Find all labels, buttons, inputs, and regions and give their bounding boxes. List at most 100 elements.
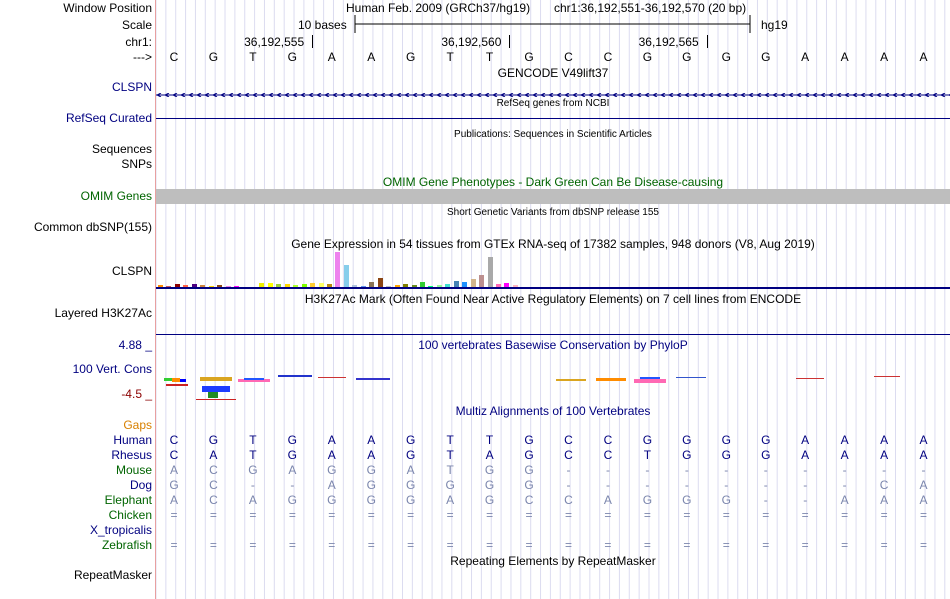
alignment-base: G [761,433,771,447]
alignment-base: = [367,538,375,552]
track-label-omim[interactable]: OMIM Genes [80,189,152,203]
gtex-tissue-bar[interactable] [462,282,468,287]
gtex-tissue-bar[interactable] [377,278,383,287]
gtex-tissue-bar[interactable] [293,285,299,287]
gtex-tissue-bar[interactable] [191,284,197,287]
gtex-tissue-bar[interactable] [470,279,476,287]
dna-base: A [919,50,928,64]
gtex-tissue-bar[interactable] [512,285,518,287]
species-label[interactable]: Dog [129,478,152,492]
multiz-track-title[interactable]: Multiz Alignments of 100 Vertebrates [455,404,651,418]
track-label-dbsnp[interactable]: Common dbSNP(155) [33,220,152,234]
species-label[interactable]: X_tropicalis [89,523,152,537]
gtex-tissue-bar[interactable] [225,286,231,287]
alignment-base: G [524,433,534,447]
species-label[interactable]: Chicken [108,508,152,522]
gtex-tissue-bar[interactable] [327,284,332,287]
gtex-tissue-bar[interactable] [453,281,459,287]
gencode-gene-feature[interactable] [156,86,950,97]
gtex-tissue-bar[interactable] [487,257,493,287]
dbsnp-track-title[interactable]: Short Genetic Variants from dbSNP releas… [447,207,659,218]
track-label-repeatmasker[interactable]: RepeatMasker [73,568,152,582]
species-label[interactable]: Elephant [104,493,152,507]
gtex-tissue-bar[interactable] [394,285,400,287]
gtex-tissue-bar[interactable] [166,286,172,287]
gtex-tissue-bar[interactable] [479,275,485,287]
gtex-tissue-bar[interactable] [174,284,180,287]
gtex-tissue-bar[interactable] [310,283,316,287]
publications-track-title[interactable]: Publications: Sequences in Scientific Ar… [454,129,652,140]
gtex-tissue-bar[interactable] [436,285,442,287]
repeatmasker-track-title[interactable]: Repeating Elements by RepeatMasker [450,554,656,568]
gtex-tissue-bar[interactable] [411,285,417,287]
omim-track-title[interactable]: OMIM Gene Phenotypes - Dark Green Can Be… [382,175,724,189]
track-label-sequences[interactable]: Sequences [91,142,152,156]
alignment-base: G [406,493,416,507]
alignment-base: = [762,508,770,522]
gtex-tissue-bar[interactable] [267,283,273,287]
alignment-base: - [763,463,768,477]
dna-base: T [446,50,454,64]
gtex-tissue-bar[interactable] [419,282,425,287]
alignment-base: = [288,508,296,522]
species-label[interactable]: Human [113,433,152,447]
gtex-tissue-bar[interactable] [318,283,324,287]
track-label-clspn[interactable]: CLSPN [111,80,152,94]
gtex-tissue-bar[interactable] [335,252,341,287]
gtex-tissue-bar[interactable] [496,284,501,287]
refseq-gene-feature[interactable] [156,118,950,119]
gtex-tissue-bar[interactable] [428,286,434,287]
gtex-bar-chart[interactable] [156,250,950,288]
phylop-mark [180,379,186,382]
gtex-tissue-bar[interactable] [369,282,375,287]
gtex-tissue-bar[interactable] [445,284,451,287]
dna-base: G [208,50,219,64]
track-label-cons[interactable]: 100 Vert. Cons [72,362,152,376]
phylop-mark [202,386,230,392]
alignment-base: = [170,538,178,552]
omim-gene-feature[interactable] [156,189,950,204]
alignment-base: = [801,508,809,522]
h3k27ac-track-title[interactable]: H3K27Ac Mark (Often Found Near Active Re… [304,292,802,306]
alignment-base: G [642,433,653,447]
gtex-track-title[interactable]: Gene Expression in 54 tissues from GTEx … [291,237,815,251]
gtex-tissue-bar[interactable] [386,286,392,287]
gtex-tissue-bar[interactable] [343,265,349,287]
track-label-refseq[interactable]: RefSeq Curated [65,111,152,125]
gtex-tissue-bar[interactable] [183,285,189,287]
gtex-tissue-bar[interactable] [504,283,510,287]
gtex-tissue-bar[interactable] [284,284,290,287]
gtex-tissue-bar[interactable] [301,284,307,287]
track-label-snps[interactable]: SNPs [121,157,152,171]
gtex-tissue-bar[interactable] [360,286,366,287]
species-label[interactable]: Zebrafish [101,538,152,552]
alignment-base: = [249,508,257,522]
gtex-tissue-bar[interactable] [234,286,240,287]
species-label[interactable]: Rhesus [111,448,152,462]
alignment-base: = [841,538,849,552]
gtex-tissue-bar[interactable] [352,285,358,287]
alignment-base: C [209,478,218,492]
refseq-track-title[interactable]: RefSeq genes from NCBI [496,98,610,109]
gtex-tissue-bar[interactable] [158,285,163,287]
alignment-base: - [803,493,808,507]
alignment-base: C [169,433,179,447]
alignment-base: C [603,433,613,447]
gtex-tissue-bar[interactable] [208,286,214,287]
gencode-track-title[interactable]: GENCODE V49lift37 [497,66,609,80]
species-label[interactable]: Mouse [115,463,152,477]
gtex-tissue-bar[interactable] [276,284,282,287]
phylop-track-title[interactable]: 100 vertebrates Basewise Conservation by… [418,338,688,352]
phylop-conservation-plot[interactable] [156,370,950,404]
gtex-tissue-bar[interactable] [217,285,223,287]
alignment-base: = [288,538,296,552]
alignment-base: G [484,463,495,477]
window-position-label: Window Position [63,1,152,15]
track-label-gtex[interactable]: CLSPN [111,264,152,278]
alignment-base: G [287,433,298,447]
gtex-tissue-bar[interactable] [259,283,265,287]
dna-base: A [801,50,810,64]
gtex-tissue-bar[interactable] [403,284,409,287]
gtex-tissue-bar[interactable] [200,285,206,287]
track-label-h3k27ac[interactable]: Layered H3K27Ac [54,306,152,320]
